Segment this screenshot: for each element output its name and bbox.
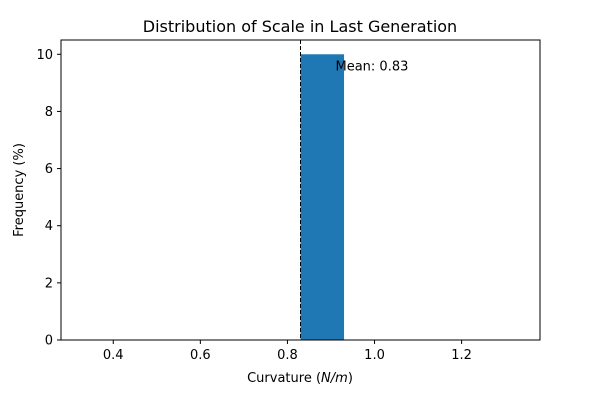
x-tick-label: 0.4 xyxy=(103,348,124,363)
x-axis-label-unit: N/m xyxy=(321,371,348,386)
y-tick-label: 0 xyxy=(45,334,53,349)
y-axis-label: Frequency (%) xyxy=(12,143,27,237)
y-tick-label: 6 xyxy=(45,162,53,177)
plot-frame xyxy=(60,39,541,341)
y-tick-label: 8 xyxy=(45,105,53,120)
bars-layer xyxy=(300,54,345,341)
histogram-bar xyxy=(300,54,345,341)
x-axis-ticks: 0.4 0.6 0.8 1.0 1.2 xyxy=(103,340,472,363)
y-tick-label: 10 xyxy=(36,48,53,63)
x-tick-label: 0.8 xyxy=(277,348,298,363)
x-tick-label: 1.2 xyxy=(451,348,472,363)
y-axis-ticks: 0 2 4 6 8 10 xyxy=(36,48,61,349)
mean-layer: Mean: 0.83 xyxy=(300,40,409,340)
x-axis-label: Curvature (N/m) xyxy=(247,371,353,386)
y-tick-label: 4 xyxy=(45,219,53,234)
chart-title: Distribution of Scale in Last Generation xyxy=(143,17,457,36)
x-axis-label-prefix: Curvature ( xyxy=(247,371,321,386)
x-tick-label: 1.0 xyxy=(364,348,385,363)
x-axis-label-suffix: ) xyxy=(348,371,353,386)
mean-annotation: Mean: 0.83 xyxy=(336,59,409,74)
y-tick-label: 2 xyxy=(45,276,53,291)
x-tick-label: 0.6 xyxy=(190,348,211,363)
